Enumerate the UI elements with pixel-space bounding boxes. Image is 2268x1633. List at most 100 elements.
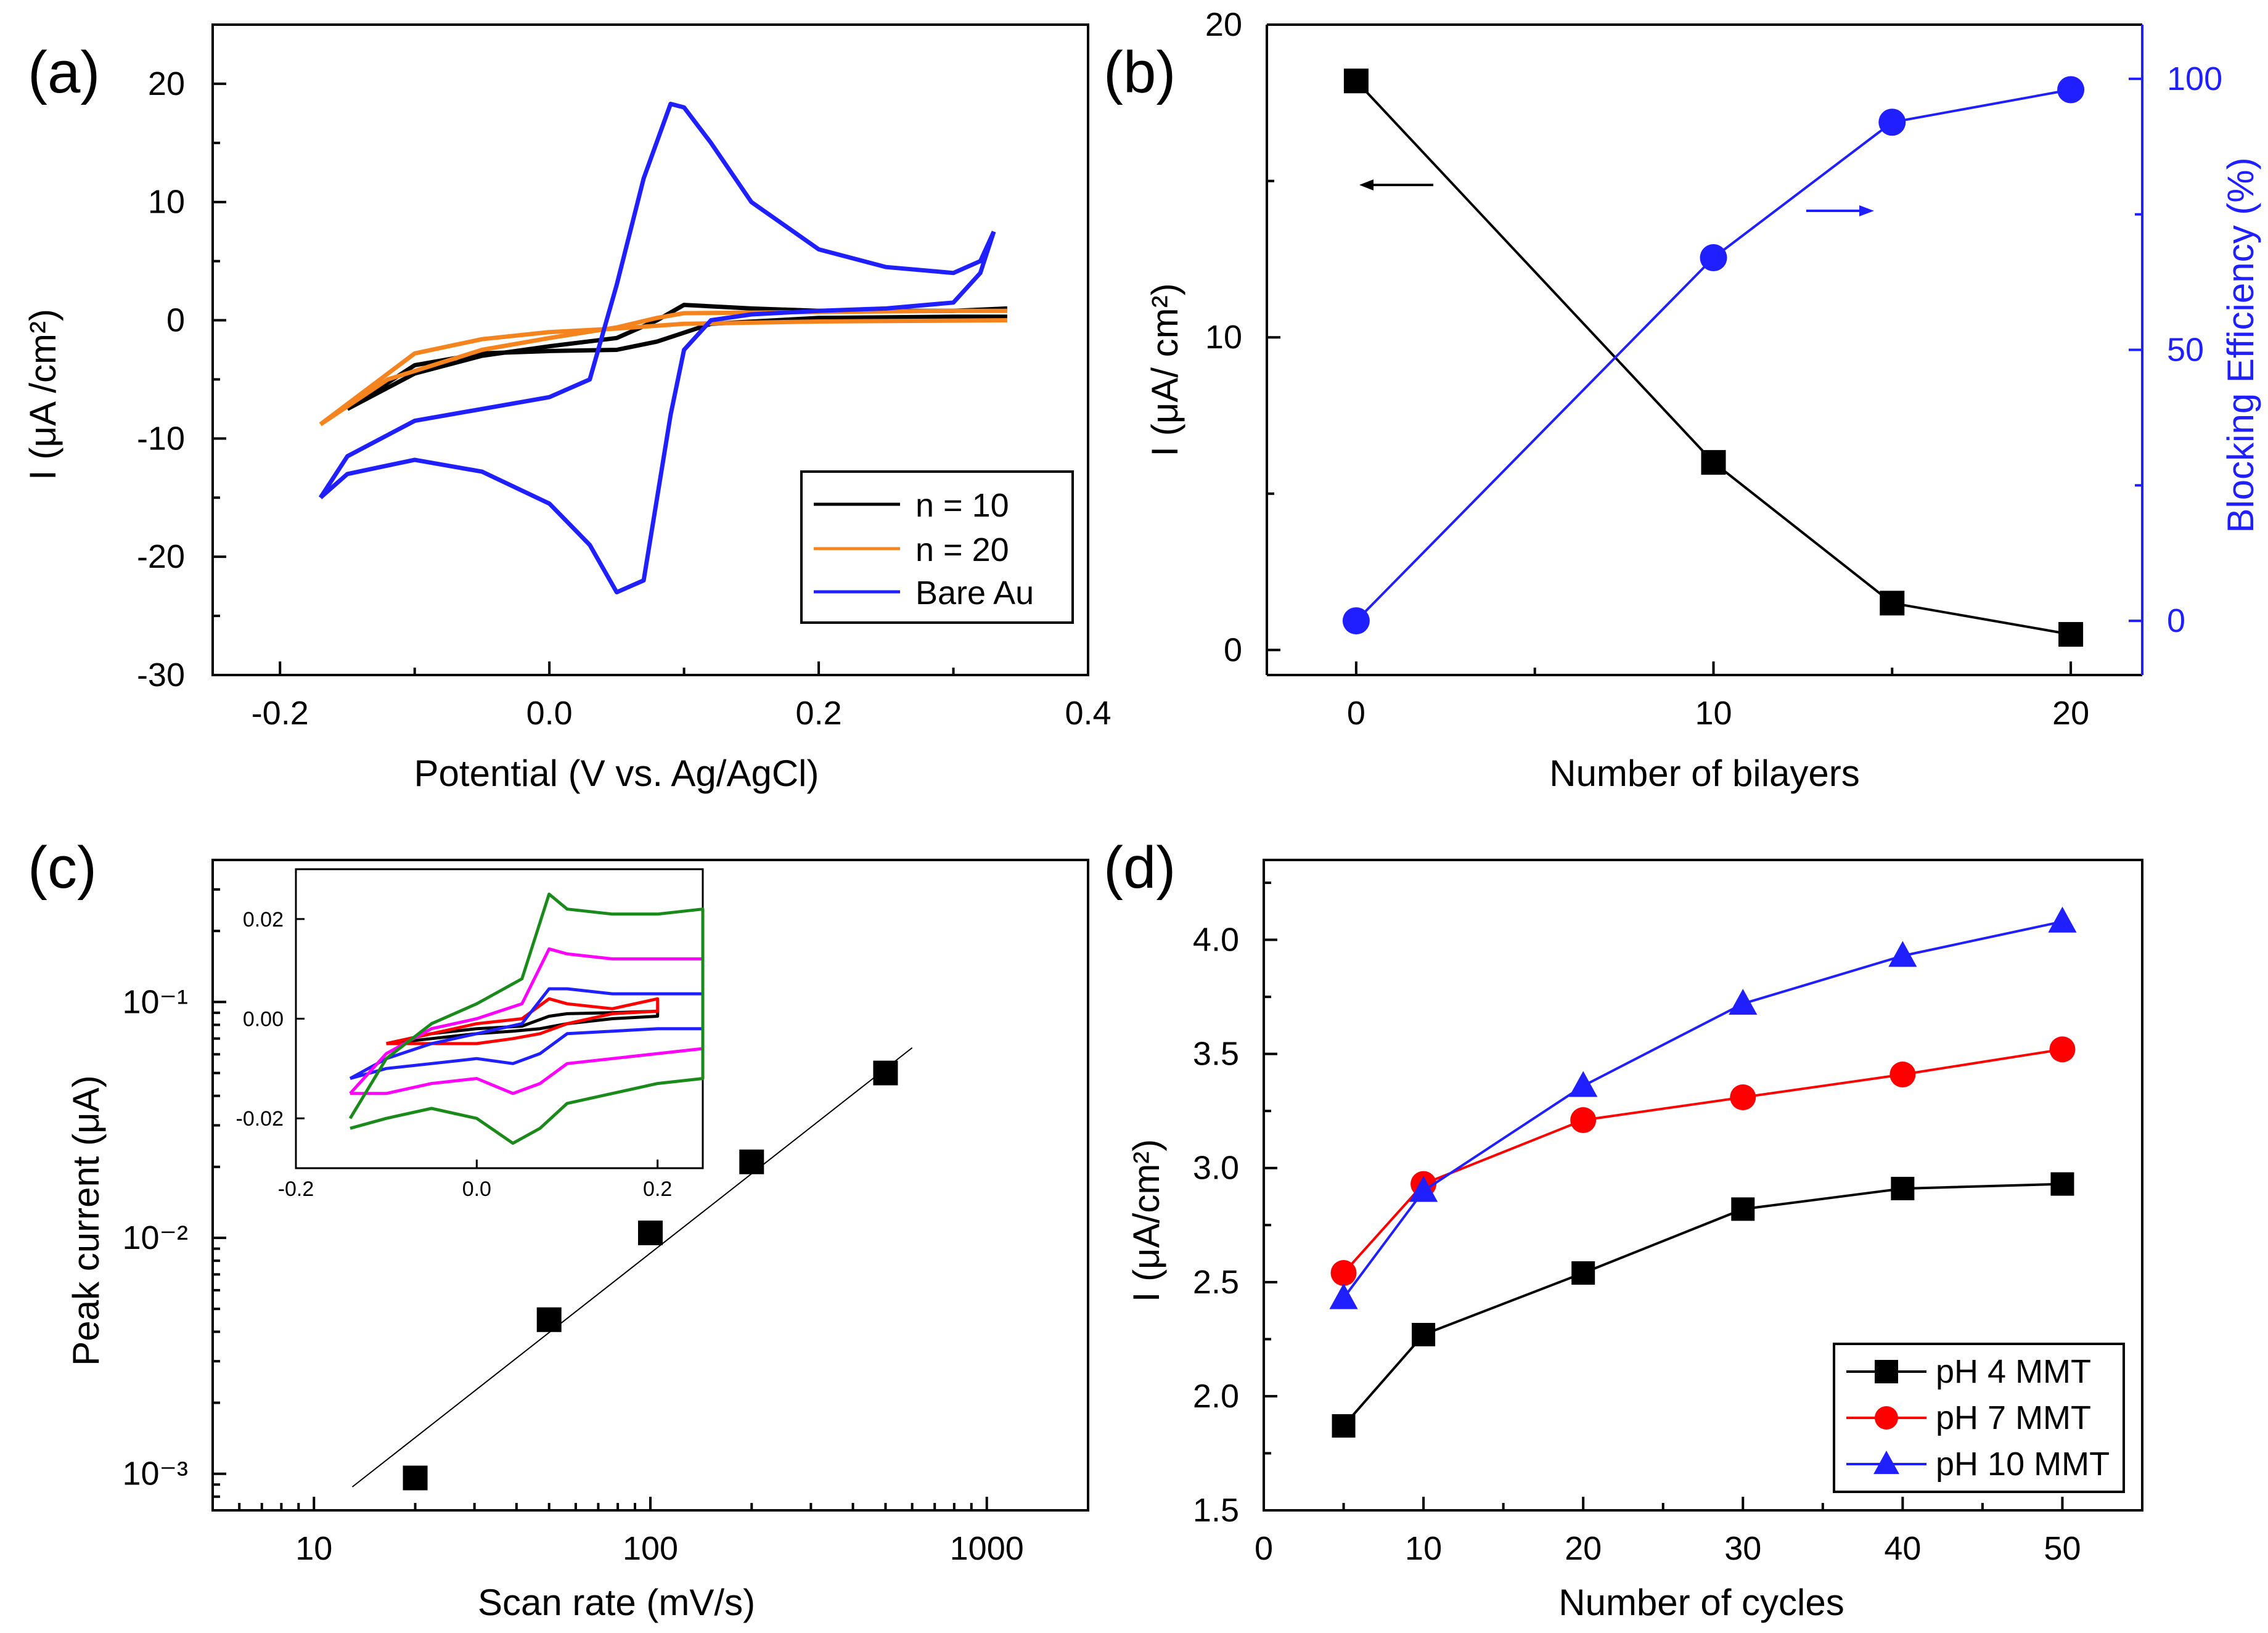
- current-point: [2058, 622, 2084, 647]
- inset-x-tick-label: 0.2: [643, 1177, 672, 1201]
- y-tick-label: 10: [1205, 319, 1242, 356]
- current-point: [1343, 68, 1369, 94]
- cv-curve-bare-au-reverse: [318, 102, 996, 499]
- current-point: [1880, 591, 1905, 616]
- y-tick-label: 10⁻²: [122, 1219, 188, 1256]
- inset-x-tick-label: 0.0: [462, 1177, 491, 1201]
- panel-c: (c) 10 100 1000 10⁻³ 10⁻² 10⁻¹ Scan rate (mV/…: [28, 835, 1089, 1623]
- legend-marker-ph7: [1875, 1406, 1898, 1430]
- x-tick-label: 20: [2052, 695, 2089, 732]
- right-axis-arrowhead: [1859, 205, 1874, 216]
- peak-current-point: [536, 1307, 562, 1332]
- panel-a-ylabel: I (μA /cm²): [22, 309, 63, 480]
- x-tick-label: 10: [295, 1530, 332, 1567]
- peak-current-point: [873, 1060, 898, 1086]
- y-tick-label: 2.0: [1193, 1378, 1239, 1415]
- panel-b-ylabel-right: Blocking Efficiency (%): [2220, 157, 2261, 533]
- inset-cv-curve: [348, 892, 705, 1145]
- blocking-efficiency-line: [1355, 88, 2071, 622]
- y-tick-label: 0: [166, 302, 185, 339]
- cv-curve-n20-reverse: [319, 318, 1007, 427]
- x-tick-label: 30: [1724, 1530, 1761, 1567]
- y-tick-label: 4.0: [1193, 922, 1239, 959]
- panel-b-letter: (b): [1103, 39, 1176, 105]
- y-tick-label: -10: [137, 420, 185, 457]
- panel-c-letter: (c): [28, 835, 97, 901]
- panel-b-plot: 0 10 20 0 10 20 0 50 100: [1205, 6, 2222, 732]
- peak-current-point: [638, 1220, 663, 1245]
- legend-label-ph4: pH 4 MMT: [1936, 1353, 2091, 1390]
- x-tick-label: 0.2: [796, 695, 842, 732]
- series-line-ph10: [1342, 920, 2063, 1299]
- panel-c-ylabel: Peak current (μA): [65, 1075, 107, 1365]
- series-line-ph7: [1343, 1048, 2063, 1274]
- series-point-ph10: [2048, 906, 2077, 933]
- inset-x-tick-label: -0.2: [278, 1177, 314, 1201]
- panel-c-xlabel: Scan rate (mV/s): [478, 1582, 755, 1623]
- legend-label-n20: n = 20: [915, 531, 1009, 568]
- current-line: [1355, 80, 2071, 636]
- panel-a: (a) -0.2 0.0 0.2 0.4 20 10 0 -10 -20 -30 Potentia…: [22, 23, 1111, 794]
- blocking-efficiency-point: [1342, 607, 1370, 635]
- x-tick-label: 10: [1405, 1530, 1442, 1567]
- y-tick-label: -30: [137, 657, 185, 694]
- x-tick-label: 40: [1884, 1530, 1921, 1567]
- series-point-ph7: [1570, 1107, 1597, 1133]
- legend-marker-ph4: [1875, 1360, 1898, 1383]
- legend-label-bare-au: Bare Au: [915, 575, 1034, 612]
- series-point-ph7: [1889, 1061, 1916, 1087]
- series-point-ph4: [1891, 1177, 1915, 1201]
- inset-y-tick-label: 0.02: [243, 908, 284, 931]
- panel-b-xlabel: Number of bilayers: [1549, 753, 1860, 794]
- series-point-ph4: [2050, 1172, 2074, 1196]
- legend-label-n10: n = 10: [915, 487, 1009, 524]
- y-tick-label: 10: [148, 184, 185, 221]
- panel-d-frame: [1263, 859, 2143, 1512]
- series-point-ph10: [1409, 1176, 1438, 1202]
- y-tick-label: -20: [137, 538, 185, 575]
- current-point: [1701, 450, 1726, 475]
- panel-b-ylabel: I (μA/ cm²): [1144, 283, 1185, 456]
- panel-d-ylabel: I (μA/cm²): [1126, 1139, 1167, 1303]
- y-tick-label: 10⁻¹: [122, 983, 188, 1020]
- y-tick-label: 20: [1205, 6, 1242, 43]
- peak-current-point: [403, 1465, 428, 1491]
- series-point-ph4: [1332, 1414, 1356, 1438]
- panel-d-xlabel: Number of cycles: [1558, 1582, 1844, 1623]
- x-tick-label: 0.0: [526, 695, 573, 732]
- panel-c-inset: -0.2 0.0 0.2 0.02 0.00 -0.02: [236, 868, 705, 1201]
- panel-d-plot: 0 10 20 30 40 50 1.5 2.0 2.5 3.0 3.5 4.0: [1193, 859, 2143, 1567]
- y-tick-label: 3.5: [1193, 1036, 1239, 1073]
- inset-cv-curve: [386, 997, 660, 1046]
- peak-current-point: [739, 1149, 764, 1174]
- panel-a-frame: [211, 23, 1089, 676]
- inset-y-tick-label: -0.02: [236, 1107, 284, 1131]
- inset-y-tick-label: 0.00: [243, 1008, 284, 1031]
- y-tick-label: 1.5: [1193, 1492, 1239, 1529]
- panel-a-xlabel: Potential (V vs. Ag/AgCl): [414, 753, 819, 794]
- series-line-ph4: [1342, 1182, 2063, 1427]
- x-tick-label: 20: [1565, 1530, 1602, 1567]
- series-point-ph10: [1329, 1283, 1358, 1309]
- y-right-tick-label: 100: [2167, 60, 2222, 97]
- series-point-ph7: [1730, 1084, 1756, 1110]
- y-tick-label: 3.0: [1193, 1150, 1239, 1187]
- y-tick-label: 10⁻³: [122, 1455, 188, 1492]
- panel-d-letter: (d): [1103, 835, 1176, 901]
- series-point-ph7: [2049, 1036, 2076, 1063]
- y-right-tick-label: 0: [2167, 602, 2185, 639]
- blocking-efficiency-point: [1878, 108, 1906, 136]
- blocking-efficiency-point: [1700, 244, 1727, 272]
- left-axis-arrowhead: [1359, 179, 1373, 190]
- series-point-ph10: [1888, 941, 1917, 967]
- panel-a-letter: (a): [28, 39, 100, 105]
- series-point-ph4: [1731, 1197, 1755, 1221]
- panel-d-legend: pH 4 MMT pH 7 MMT pH 10 MMT: [1833, 1343, 2125, 1493]
- panel-a-plot: -0.2 0.0 0.2 0.4 20 10 0 -10 -20 -30: [137, 23, 1111, 732]
- panel-d: (d) 0 10 20 30 40 50 1.5 2.0 2.5 3.0 3.5 4.0 Number…: [1103, 835, 2143, 1623]
- panel-c-plot: 10 100 1000 10⁻³ 10⁻² 10⁻¹: [122, 859, 1089, 1567]
- series-point-ph4: [1412, 1322, 1436, 1346]
- y-tick-label: 20: [148, 65, 185, 102]
- series-point-ph10: [1569, 1071, 1598, 1097]
